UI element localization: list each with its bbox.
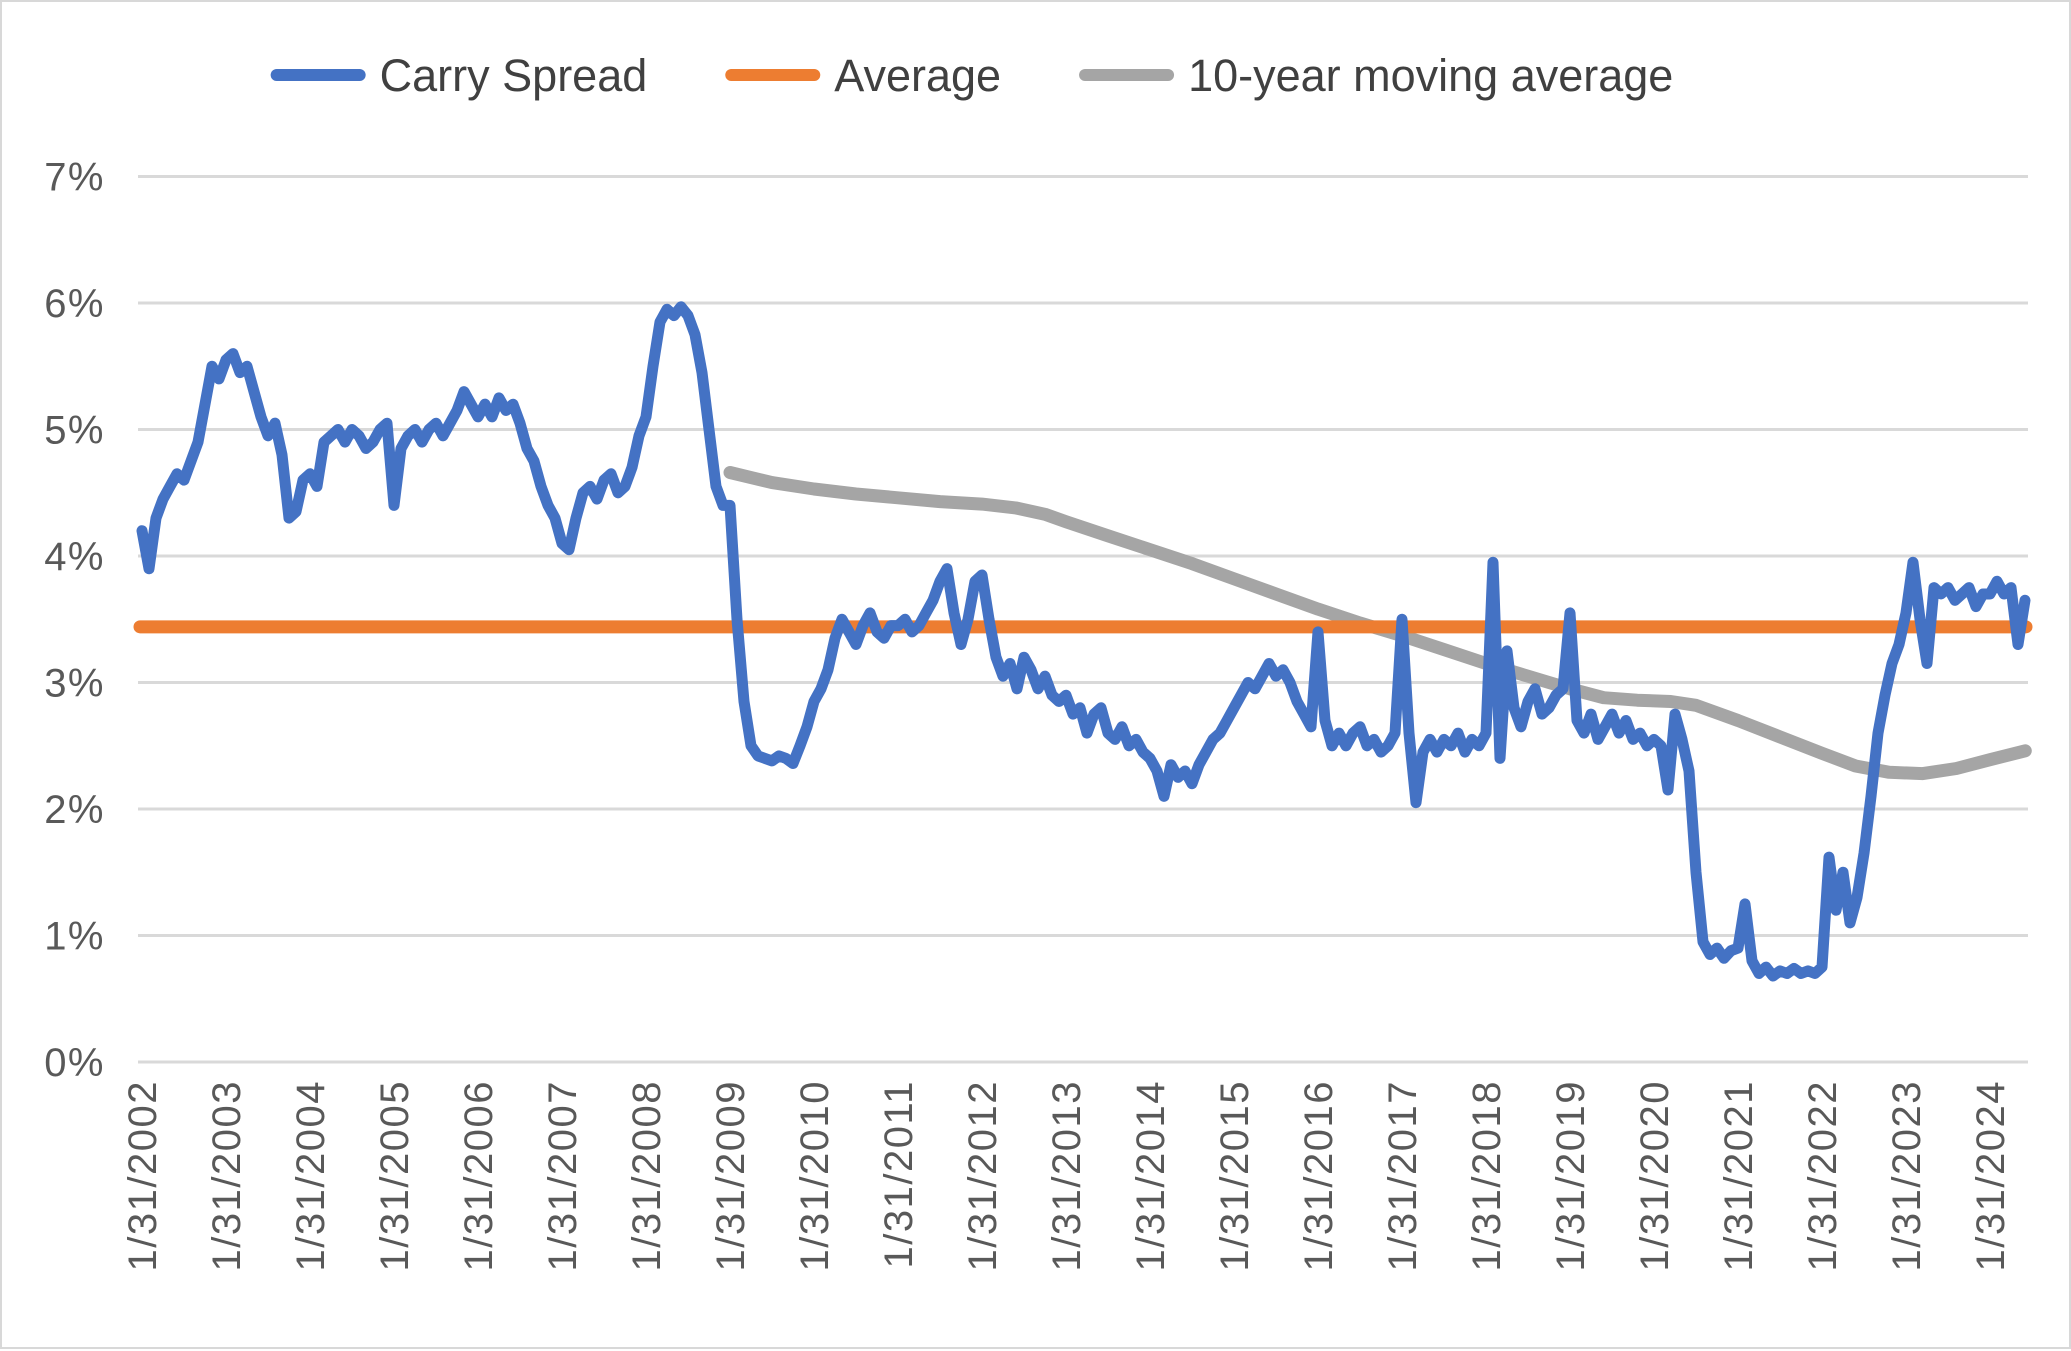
x-tick-label: 1/31/2009 bbox=[709, 1080, 753, 1271]
x-tick-label: 1/31/2013 bbox=[1045, 1080, 1089, 1271]
x-tick-label: 1/31/2004 bbox=[289, 1080, 333, 1271]
x-tick-label: 1/31/2014 bbox=[1129, 1080, 1173, 1271]
y-tick-label: 6% bbox=[44, 282, 105, 326]
x-tick-label: 1/31/2008 bbox=[625, 1080, 669, 1271]
x-tick-label: 1/31/2024 bbox=[1969, 1080, 2013, 1271]
x-tick-label: 1/31/2015 bbox=[1213, 1080, 1257, 1271]
y-tick-label: 3% bbox=[44, 662, 105, 706]
x-tick-label: 1/31/2007 bbox=[541, 1080, 585, 1271]
x-tick-label: 1/31/2023 bbox=[1885, 1080, 1929, 1271]
x-tick-label: 1/31/2006 bbox=[457, 1080, 501, 1271]
legend-swatch-carry-spread bbox=[270, 69, 366, 81]
x-tick-label: 1/31/2021 bbox=[1717, 1080, 1761, 1271]
x-tick-label: 1/31/2011 bbox=[877, 1080, 921, 1268]
legend-label: Carry Spread bbox=[380, 50, 648, 101]
y-axis-labels: 7% 6% 5% 4% 3% 2% 1% 0% bbox=[44, 156, 105, 1086]
gridlines bbox=[138, 175, 2028, 1064]
legend-label: 10-year moving average bbox=[1188, 50, 1673, 101]
legend: Carry Spread Average 10-year moving averag… bbox=[270, 50, 1673, 101]
y-tick-label: 5% bbox=[44, 409, 105, 453]
y-tick-label: 1% bbox=[44, 915, 105, 959]
x-tick-label: 1/31/2005 bbox=[373, 1080, 417, 1271]
x-tick-label: 1/31/2010 bbox=[793, 1080, 837, 1271]
y-tick-label: 7% bbox=[44, 156, 105, 200]
legend-label: Average bbox=[834, 50, 1001, 101]
carry-spread-line bbox=[136, 301, 2031, 982]
series-lines bbox=[133, 301, 2033, 982]
x-tick-label: 1/31/2003 bbox=[205, 1080, 249, 1271]
y-tick-label: 4% bbox=[44, 535, 105, 579]
legend-swatch-10-year-moving-average bbox=[1079, 69, 1175, 81]
x-tick-label: 1/31/2016 bbox=[1297, 1080, 1341, 1271]
x-tick-label: 1/31/2018 bbox=[1465, 1080, 1509, 1271]
x-tick-label: 1/31/2022 bbox=[1801, 1080, 1845, 1271]
x-tick-label: 1/31/2012 bbox=[961, 1080, 1005, 1271]
y-tick-label: 0% bbox=[44, 1041, 105, 1085]
x-tick-label: 1/31/2002 bbox=[121, 1080, 165, 1271]
x-tick-label: 1/31/2019 bbox=[1549, 1080, 1593, 1271]
legend-swatch-average bbox=[725, 69, 821, 81]
x-tick-label: 1/31/2020 bbox=[1633, 1080, 1677, 1271]
x-tick-label: 1/31/2017 bbox=[1381, 1080, 1425, 1271]
y-tick-label: 2% bbox=[44, 788, 105, 832]
x-axis-labels: 1/31/2002 1/31/2003 1/31/2004 1/31/2005 1/31… bbox=[121, 1080, 2013, 1271]
